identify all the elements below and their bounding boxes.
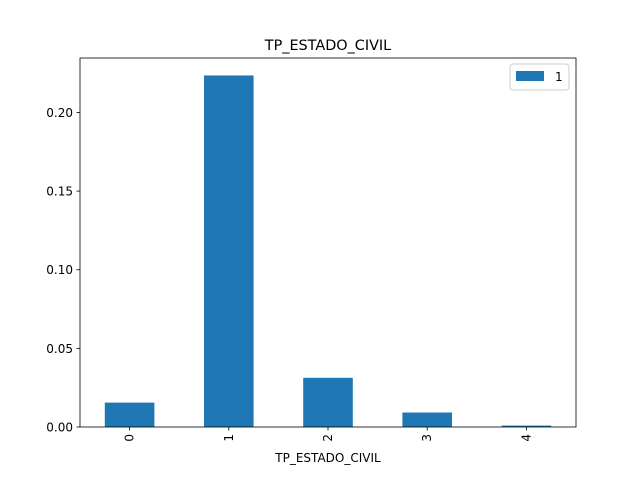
x-tick-label-4: 4 bbox=[519, 434, 533, 442]
y-tick-label: 0.00 bbox=[46, 421, 73, 435]
bar-2 bbox=[303, 377, 353, 427]
x-tick-label-3: 3 bbox=[420, 434, 434, 442]
x-tick-label-0: 0 bbox=[123, 434, 137, 442]
chart-title: TP_ESTADO_CIVIL bbox=[264, 38, 391, 54]
plot-frame bbox=[79, 57, 577, 428]
y-tick-label: 0.10 bbox=[46, 263, 73, 277]
bar-1 bbox=[204, 75, 254, 428]
x-axis-label: TP_ESTADO_CIVIL bbox=[274, 451, 381, 465]
x-tick-label-2: 2 bbox=[321, 434, 335, 442]
legend: 1 bbox=[509, 63, 570, 91]
bar-3 bbox=[402, 412, 452, 427]
y-tick-label: 0.15 bbox=[46, 185, 73, 199]
y-tick-label: 0.05 bbox=[46, 342, 73, 356]
bar-0 bbox=[104, 402, 155, 427]
legend-label: 1 bbox=[555, 70, 563, 84]
legend-swatch bbox=[516, 71, 544, 81]
bars-layer bbox=[104, 75, 552, 428]
y-tick-label: 0.20 bbox=[46, 106, 73, 120]
x-tick-label-1: 1 bbox=[222, 434, 236, 442]
x-axis-ticks: 0 1 2 3 4 bbox=[123, 427, 533, 442]
y-axis-ticks: 0.00 0.05 0.10 0.15 0.20 bbox=[46, 106, 80, 435]
bar-4 bbox=[501, 425, 552, 427]
